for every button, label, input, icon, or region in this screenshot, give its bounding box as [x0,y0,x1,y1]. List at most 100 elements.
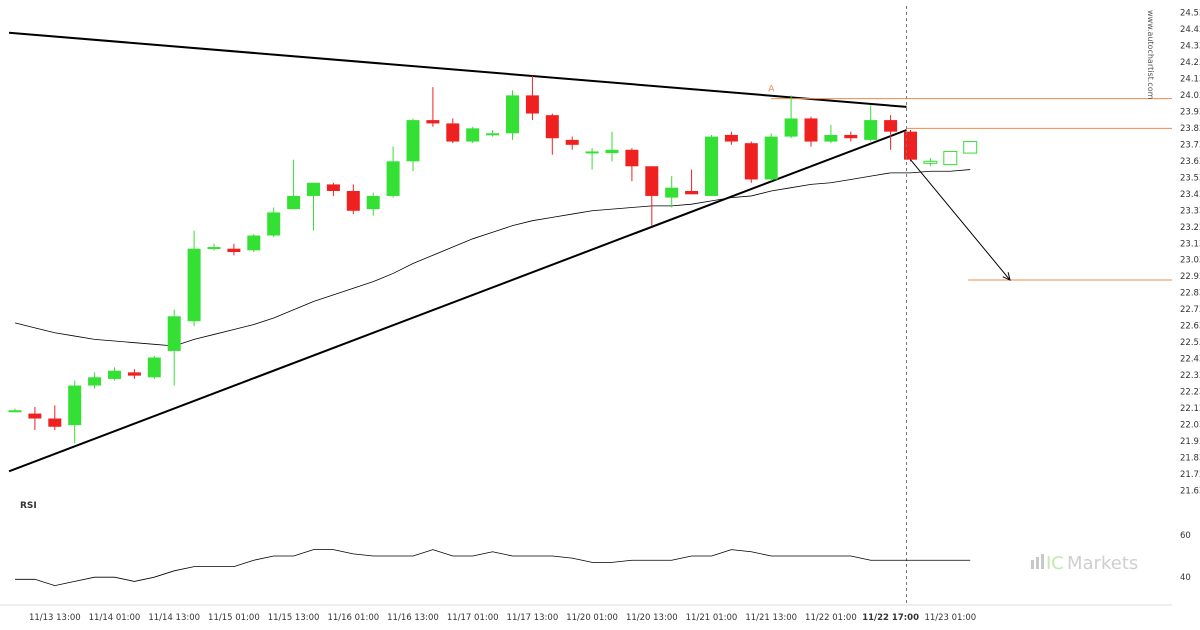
candle [88,372,102,389]
candle-body [247,235,261,251]
candle [724,131,738,145]
resistance-trendline [8,31,907,108]
candle-body [108,370,121,379]
candle [446,118,460,144]
candle-body [923,160,938,164]
price-tick-label: 22.7330 [1180,305,1200,315]
candle [167,309,181,386]
candle-body [545,115,559,139]
candle [525,75,539,121]
candle [705,134,718,196]
price-tick-label: 22.0330 [1180,421,1200,431]
candle-body [386,161,400,196]
price-axis: 24.5330 24.4330 24.3330 24.2330 24.1330 24.03… [1180,8,1200,496]
candle-body [307,182,320,196]
candle-body [187,248,201,322]
candle [466,126,480,144]
time-tick-label: 11/14 13:00 [148,613,200,623]
candle-body [904,131,917,160]
candle [307,182,320,231]
time-axis: 11/13 13:00 11/14 01:00 11/14 13:00 11/15 0… [0,604,1172,623]
price-tick-label: 22.8330 [1180,289,1200,299]
time-tick-label: 11/20 13:00 [626,613,678,623]
candle [227,243,241,256]
candle [864,105,878,142]
candle [804,116,818,147]
candle [426,87,440,127]
price-tick-label: 22.5330 [1180,338,1200,348]
price-tick-label: 22.1330 [1180,404,1200,414]
point-marker-label: A [768,84,775,94]
price-tick-label: 21.8330 [1180,454,1200,464]
candle [585,148,599,170]
candle-layer [8,75,978,444]
time-tick-label: 11/15 01:00 [208,613,260,623]
moving-average-layer [14,169,971,347]
candle [844,131,858,142]
candle-body [267,212,281,236]
brand-name: Markets [1067,553,1138,574]
price-tick-label: 21.7330 [1180,470,1200,480]
candle [506,90,519,140]
candle-body [605,149,619,154]
price-tick-label: 24.1330 [1180,74,1200,84]
price-tick-label: 24.5330 [1180,8,1200,18]
support-trendline [8,129,907,473]
candle-body [705,136,718,196]
time-tick-label-highlight: 11/22 17:00 [862,613,919,623]
candle [685,169,699,195]
candle-body [685,191,699,195]
price-tick-label: 22.6330 [1180,322,1200,332]
rsi-label: RSI [20,501,37,511]
candle [326,182,340,196]
trendline-layer [8,31,907,473]
candle [625,148,639,182]
candle [28,406,42,431]
candle-body [645,166,659,196]
candle [247,233,261,252]
price-tick-label: 21.6330 [1180,487,1200,497]
candle [8,408,22,413]
candle [48,405,62,431]
candle [565,136,579,150]
candle-body [227,248,241,252]
candle [605,131,619,162]
price-tick-label: 22.4330 [1180,355,1200,365]
candle-body [844,134,858,139]
price-tick-label: 22.3330 [1180,371,1200,381]
candle-body [963,141,978,154]
time-tick-label: 11/22 01:00 [805,613,857,623]
time-tick-label: 11/16 13:00 [387,613,439,623]
candle-body [585,151,599,154]
candle [207,243,221,251]
candle-body [784,118,798,137]
candle [963,141,978,154]
candle-body [8,410,22,413]
moving-average-line [14,169,971,347]
candle-body [68,385,82,426]
candle [68,380,82,444]
candle [923,158,938,167]
candle-body [287,195,301,210]
candle [904,130,917,162]
candle-body [565,139,579,145]
level-layer [771,98,1172,281]
price-tick-label: 23.1330 [1180,239,1200,249]
time-tick-label: 11/21 13:00 [745,613,797,623]
price-tick-label: 22.2330 [1180,388,1200,398]
candle-body [824,134,838,142]
candle-body [426,120,440,124]
candle-body [167,316,181,351]
candle [486,130,500,137]
price-tick-label: 24.2330 [1180,58,1200,68]
time-tick-label: 11/14 01:00 [89,613,141,623]
candle-body [366,195,380,210]
candle-body [884,120,898,132]
candle [545,113,559,155]
candle [187,230,201,327]
candle-body [207,247,221,250]
price-tick-label: 24.0330 [1180,91,1200,101]
time-tick-label: 11/15 13:00 [268,613,320,623]
candle [884,115,898,150]
